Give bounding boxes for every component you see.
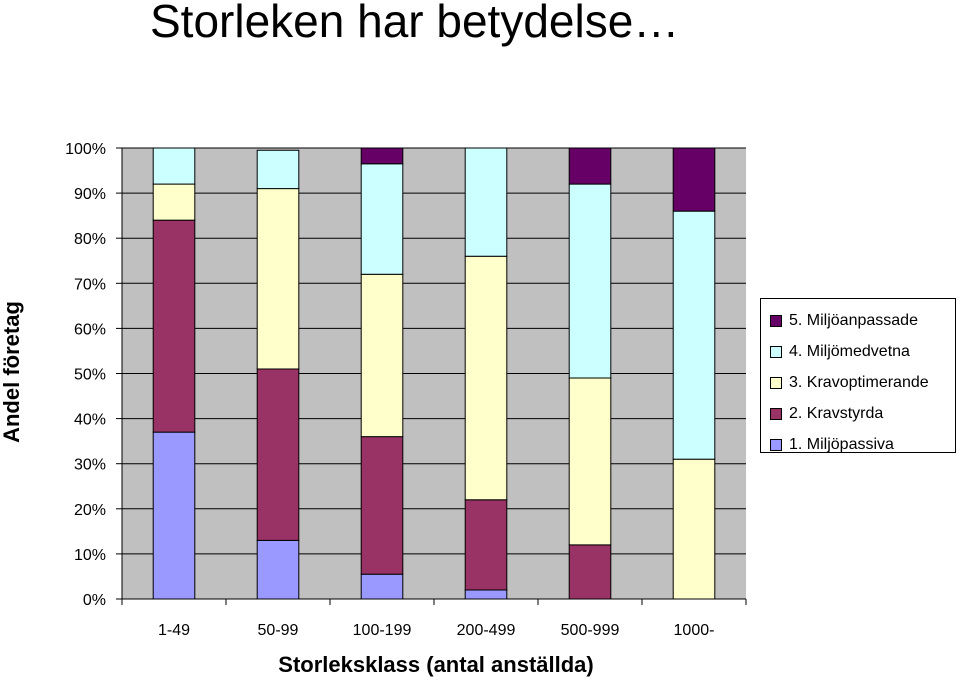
legend-swatch	[770, 314, 782, 327]
bar-segment	[464, 147, 508, 257]
legend-swatch	[770, 376, 782, 389]
bar-segment	[672, 147, 716, 212]
x-tick-label: 100-199	[353, 622, 412, 639]
y-tick-label: 80%	[74, 231, 106, 248]
y-tick-label: 90%	[74, 186, 106, 203]
legend-item: 1. Miljöpassiva	[770, 429, 955, 460]
bar-segment	[464, 499, 508, 591]
y-tick-label: 30%	[74, 457, 106, 474]
bar-segment	[568, 147, 612, 185]
legend-item: 3. Kravoptimerande	[770, 367, 955, 398]
bar-segment	[256, 368, 300, 541]
legend-label: 3. Kravoptimerande	[789, 373, 929, 391]
legend-label: 4. Miljömedvetna	[789, 342, 910, 360]
bar-segment	[256, 149, 300, 190]
y-tick-label: 10%	[74, 547, 106, 564]
bar-segment	[568, 544, 612, 600]
legend-label: 5. Miljöanpassade	[789, 311, 918, 329]
bar-segment	[568, 183, 612, 379]
bar-segment	[360, 436, 404, 575]
x-tick-label: 1-49	[158, 622, 190, 639]
bar-segment	[672, 458, 716, 600]
x-axis-label: Storleksklass (antal anställda)	[278, 652, 594, 677]
bar-segment	[672, 210, 716, 460]
bar-segment	[360, 573, 404, 600]
y-tick-label: 100%	[65, 141, 106, 158]
y-tick-label: 0%	[83, 592, 106, 609]
legend-swatch	[770, 438, 782, 451]
bar-segment	[360, 273, 404, 438]
chart-title: Storleken har betydelse…	[150, 0, 680, 47]
x-tick-label: 500-999	[561, 622, 620, 639]
y-tick-label: 40%	[74, 412, 106, 429]
y-tick-label: 70%	[74, 276, 106, 293]
bar-segment	[360, 163, 404, 275]
chart-legend: 5. Miljöanpassade 4. Miljömedvetna 3. Krav…	[760, 298, 956, 453]
y-tick-label: 60%	[74, 321, 106, 338]
bar-segment	[568, 377, 612, 546]
legend-item: 2. Kravstyrda	[770, 398, 955, 429]
x-tick-label: 50-99	[258, 622, 299, 639]
legend-label: 1. Miljöpassiva	[789, 435, 894, 453]
y-tick-label: 20%	[74, 502, 106, 519]
bar-segment	[152, 147, 196, 185]
legend-label: 2. Kravstyrda	[789, 404, 884, 422]
legend-swatch	[770, 345, 782, 358]
bar-segment	[152, 431, 196, 600]
bar-segment	[152, 219, 196, 433]
x-tick-label: 200-499	[457, 622, 516, 639]
stacked-bar-chart: 0% 10% 20% 30% 40% 50% 60% 70% 80% 90% 100% 1-49 50-…	[65, 141, 747, 639]
bar-segment	[256, 188, 300, 370]
bar-segment	[152, 183, 196, 221]
bar-segment	[464, 255, 508, 501]
y-tick-label: 50%	[74, 367, 106, 384]
legend-swatch	[770, 407, 782, 420]
bar-segment	[360, 147, 404, 165]
bar-segment	[464, 589, 508, 600]
x-tick-label: 1000-	[674, 622, 715, 639]
legend-item: 5. Miljöanpassade	[770, 305, 955, 336]
bar-segment	[256, 539, 300, 600]
legend-item: 4. Miljömedvetna	[770, 336, 955, 367]
